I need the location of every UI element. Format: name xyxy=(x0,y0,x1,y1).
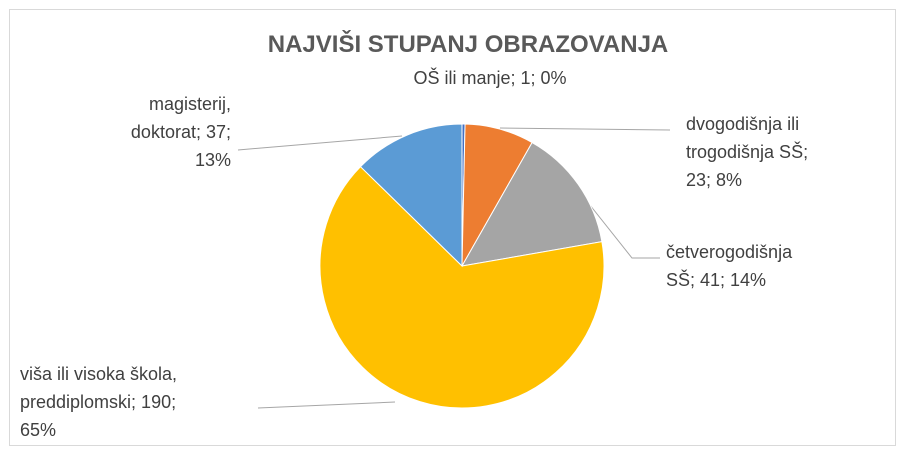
data-label: četverogodišnja SŠ; 41; 14% xyxy=(666,242,793,290)
data-label: dvogodišnja ili trogodišnja SŠ; 23; 8% xyxy=(686,114,808,190)
data-label-line: SŠ; 41; 14% xyxy=(666,269,766,290)
data-label-line: dvogodišnja ili xyxy=(686,114,799,134)
data-label-line: OŠ ili manje; 1; 0% xyxy=(413,67,566,88)
data-label-line: 13% xyxy=(195,150,231,170)
data-label-line: 65% xyxy=(20,420,56,440)
pie-slice xyxy=(319,165,605,409)
chart-title: NAJVIŠI STUPANJ OBRAZOVANJA xyxy=(268,30,669,58)
data-label: OŠ ili manje; 1; 0% xyxy=(413,67,566,88)
leader-line xyxy=(499,127,671,131)
data-label-line: viša ili visoka škola, xyxy=(20,364,177,384)
leader-line xyxy=(237,135,403,151)
data-label-line: četverogodišnja xyxy=(666,242,793,262)
data-label-line: doktorat; 37; xyxy=(131,122,231,142)
data-label: magisterij, doktorat; 37; 13% xyxy=(131,94,231,170)
data-label-line: magisterij, xyxy=(149,94,231,114)
pie-slice xyxy=(461,141,603,267)
leader-line xyxy=(577,189,660,259)
data-label-line: 23; 8% xyxy=(686,170,742,190)
data-label-line: trogodišnja SŠ; xyxy=(686,141,808,162)
leader-line xyxy=(257,401,396,409)
pie-slice xyxy=(359,123,463,268)
data-label-line: preddiplomski; 190; xyxy=(20,392,176,412)
data-label: viša ili visoka škola, preddiplomski; 190… xyxy=(20,364,177,440)
